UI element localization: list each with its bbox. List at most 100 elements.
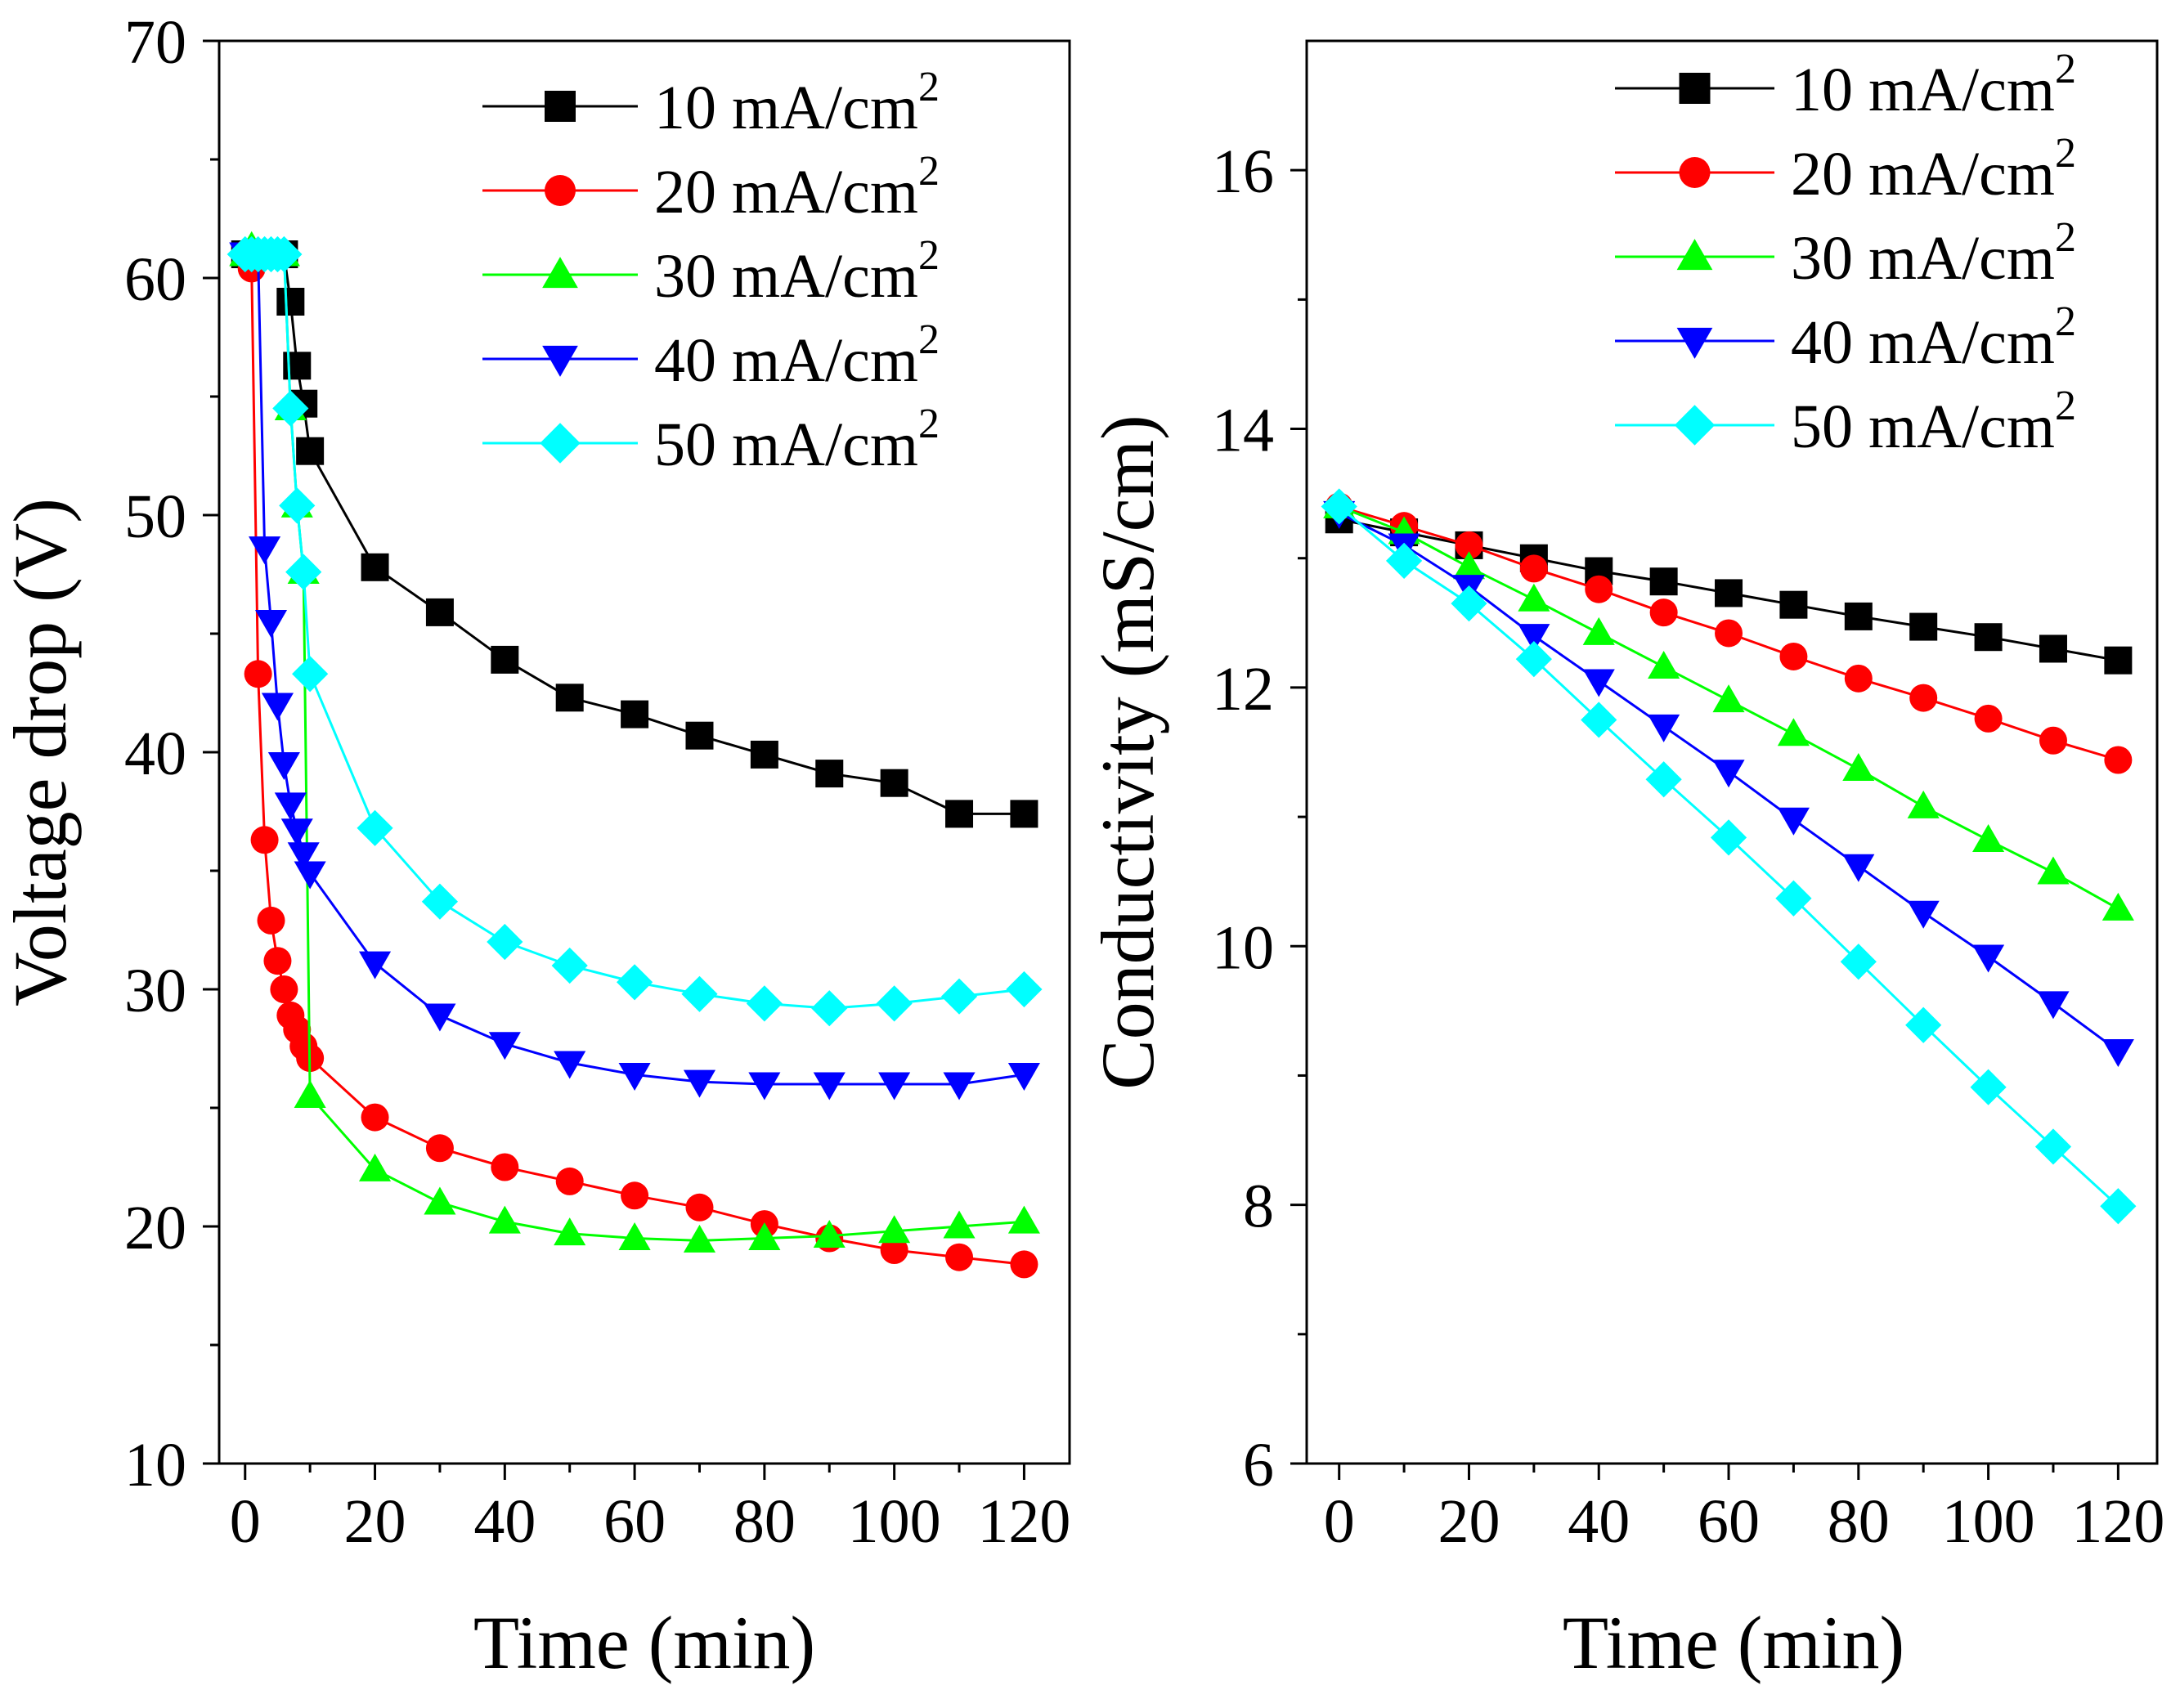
data-point — [878, 1215, 911, 1244]
y-tick-label: 20 — [124, 1194, 186, 1262]
series-line — [1338, 505, 2119, 1208]
legend-entry: 20 mA/cm2 — [482, 148, 940, 226]
x-tick-label: 80 — [733, 1487, 796, 1556]
data-point — [746, 985, 783, 1022]
data-point — [1010, 800, 1038, 828]
legend-label-superscript: 2 — [918, 148, 940, 195]
data-point — [551, 947, 588, 984]
data-point — [1842, 753, 1875, 782]
data-point — [2039, 634, 2067, 663]
legend-label: 40 mA/cm2 — [654, 316, 940, 395]
legend-label: 20 mA/cm2 — [654, 148, 940, 226]
x-tick-label: 100 — [1942, 1487, 2035, 1556]
plot-frame — [1305, 39, 2159, 1465]
data-point — [263, 947, 292, 975]
data-point — [1582, 669, 1615, 697]
data-point — [2039, 726, 2067, 755]
legend-marker — [1679, 73, 1711, 104]
data-point — [1712, 760, 1745, 788]
data-point — [1974, 623, 2003, 652]
data-point — [1452, 551, 1486, 580]
legend-label: 40 mA/cm2 — [1791, 298, 2076, 377]
legend-marker — [542, 257, 578, 289]
data-point — [945, 800, 974, 828]
y-tick-label: 30 — [124, 957, 186, 1025]
data-point — [270, 975, 298, 1003]
data-point — [1712, 684, 1745, 713]
legend-label-superscript: 2 — [2055, 46, 2076, 92]
data-point — [1775, 880, 1812, 917]
legend-marker — [1676, 239, 1713, 271]
data-point — [425, 598, 454, 626]
x-axis-label: Time (min) — [1563, 1601, 1904, 1684]
y-tick-label: 50 — [124, 482, 186, 551]
data-point — [2104, 646, 2133, 675]
x-tick-label: 80 — [1828, 1487, 1890, 1556]
data-point — [554, 1051, 586, 1079]
x-tick-label: 120 — [2071, 1487, 2164, 1556]
data-point — [1715, 579, 1743, 607]
legend-entry: 10 mA/cm2 — [482, 64, 940, 142]
x-tick-label: 0 — [230, 1487, 261, 1556]
data-point — [621, 700, 649, 728]
series-layer — [1321, 488, 2137, 1225]
data-point — [943, 1210, 976, 1239]
data-point — [488, 1032, 521, 1060]
data-point — [424, 1003, 456, 1032]
y-tick-label: 6 — [1243, 1431, 1274, 1500]
data-point — [1007, 1062, 1040, 1091]
data-point — [876, 985, 913, 1022]
data-point — [1715, 619, 1743, 648]
data-point — [296, 437, 325, 465]
data-point — [554, 1217, 586, 1246]
y-tick-label: 40 — [124, 720, 186, 788]
data-point — [815, 760, 844, 788]
x-tick-label: 20 — [344, 1487, 406, 1556]
legend-entry: 40 mA/cm2 — [482, 316, 940, 395]
data-point — [1972, 944, 2005, 973]
axis-ticks: 0 20 40 60 80 100 120 10 20 30 40 50 60 70 — [124, 8, 1070, 1556]
data-point — [813, 1072, 846, 1101]
y-tick-label: 12 — [1212, 655, 1274, 724]
legend-entry: 30 mA/cm2 — [482, 232, 940, 311]
x-tick-label: 100 — [848, 1487, 941, 1556]
data-point — [1518, 624, 1550, 652]
data-point — [1777, 718, 1810, 746]
data-point — [274, 792, 307, 821]
data-point — [2037, 856, 2070, 885]
data-point — [285, 554, 322, 590]
y-tick-label: 16 — [1212, 137, 1274, 206]
data-point — [1515, 641, 1552, 678]
legend-entry: 30 mA/cm2 — [1615, 214, 2076, 293]
data-point — [1518, 583, 1550, 612]
data-point — [1006, 971, 1043, 1008]
data-point — [1842, 854, 1875, 882]
data-point — [945, 1243, 974, 1271]
data-point — [287, 842, 320, 871]
data-point — [1777, 807, 1810, 836]
data-point — [748, 1222, 781, 1250]
data-point — [424, 1186, 456, 1215]
data-point — [272, 390, 309, 427]
data-point — [257, 906, 285, 935]
legend-marker — [1676, 327, 1713, 359]
data-point — [1779, 590, 1808, 619]
data-point — [357, 809, 393, 846]
data-point — [943, 1072, 976, 1101]
data-point — [1710, 819, 1747, 856]
data-point — [254, 610, 288, 639]
legend-label-superscript: 2 — [2055, 383, 2076, 429]
data-point — [1907, 790, 1940, 818]
data-point — [1844, 664, 1873, 693]
axis-ticks: 0 20 40 60 80 100 120 6 8 10 12 14 16 — [1212, 137, 2164, 1556]
data-point — [358, 951, 392, 980]
data-point — [1519, 554, 1548, 583]
data-point — [292, 656, 329, 693]
x-tick-label: 0 — [1324, 1487, 1355, 1556]
data-point — [421, 883, 459, 920]
data-point — [1909, 612, 1938, 641]
data-point — [2037, 991, 2070, 1020]
legend-label-superscript: 2 — [918, 232, 940, 279]
legend-label: 10 mA/cm2 — [1791, 46, 2076, 124]
